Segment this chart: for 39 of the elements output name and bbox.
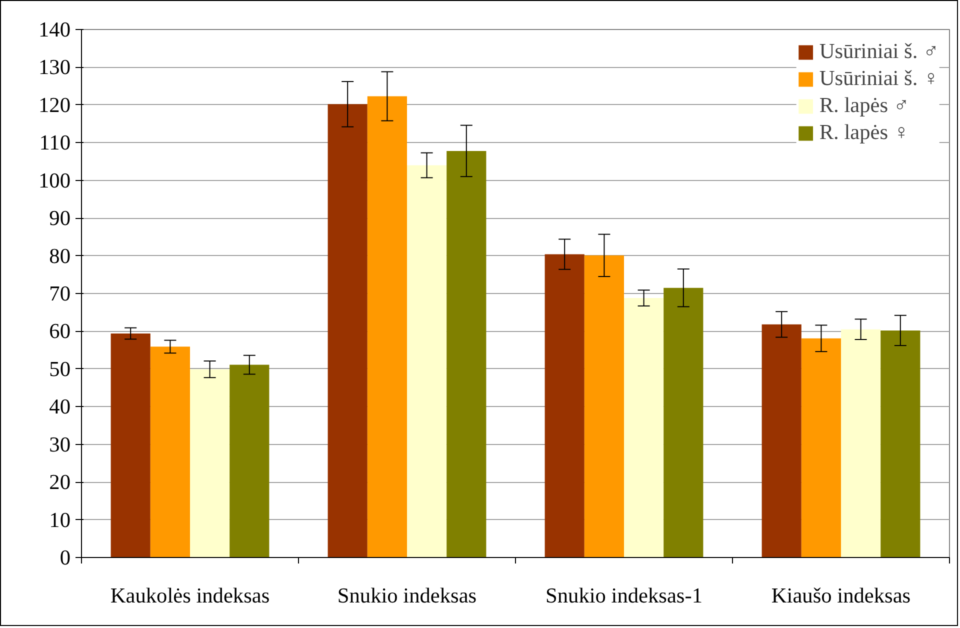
bar <box>190 369 230 558</box>
x-tick-label: Kiaušo indeksas <box>771 584 911 608</box>
y-tick-label: 70 <box>49 282 70 306</box>
y-tick-label: 30 <box>49 432 70 456</box>
y-tick-label: 100 <box>38 168 71 192</box>
y-tick-label: 140 <box>38 18 71 42</box>
bar <box>446 150 486 558</box>
bar <box>584 255 624 558</box>
y-tick-label: 120 <box>38 92 71 117</box>
y-tick-label: 50 <box>49 356 70 381</box>
x-tick-label: Kaukolės indeksas <box>110 584 270 608</box>
x-tick-label: Snukio indeksas-1 <box>546 584 703 608</box>
bar <box>230 364 270 558</box>
y-tick-label: 110 <box>39 130 70 155</box>
y-tick-label: 60 <box>49 319 70 344</box>
bar <box>150 346 190 558</box>
legend-label: R. lapės ♂ <box>819 93 910 118</box>
bar <box>367 96 407 558</box>
legend-label: R. lapės ♀ <box>819 120 910 145</box>
bar <box>801 338 841 558</box>
bar <box>841 329 881 558</box>
bar <box>110 333 150 558</box>
y-tick-label: 10 <box>49 508 70 532</box>
legend-label: Usūriniai š. ♂ <box>819 39 939 64</box>
bar <box>407 165 447 558</box>
bar <box>762 324 802 558</box>
bar <box>328 104 368 558</box>
y-tick-label: 90 <box>49 206 70 230</box>
bar <box>880 330 920 558</box>
y-tick-label: 80 <box>49 244 70 268</box>
y-tick-label: 40 <box>49 394 70 419</box>
y-tick-label: 0 <box>60 546 71 570</box>
bar <box>624 298 664 558</box>
bar <box>544 254 584 558</box>
bar <box>664 288 704 558</box>
legend-label: Usūriniai š. ♀ <box>819 66 939 91</box>
y-tick-label: 130 <box>38 55 71 80</box>
x-tick-label: Snukio indeksas <box>337 584 477 608</box>
y-tick-label: 20 <box>49 470 70 494</box>
